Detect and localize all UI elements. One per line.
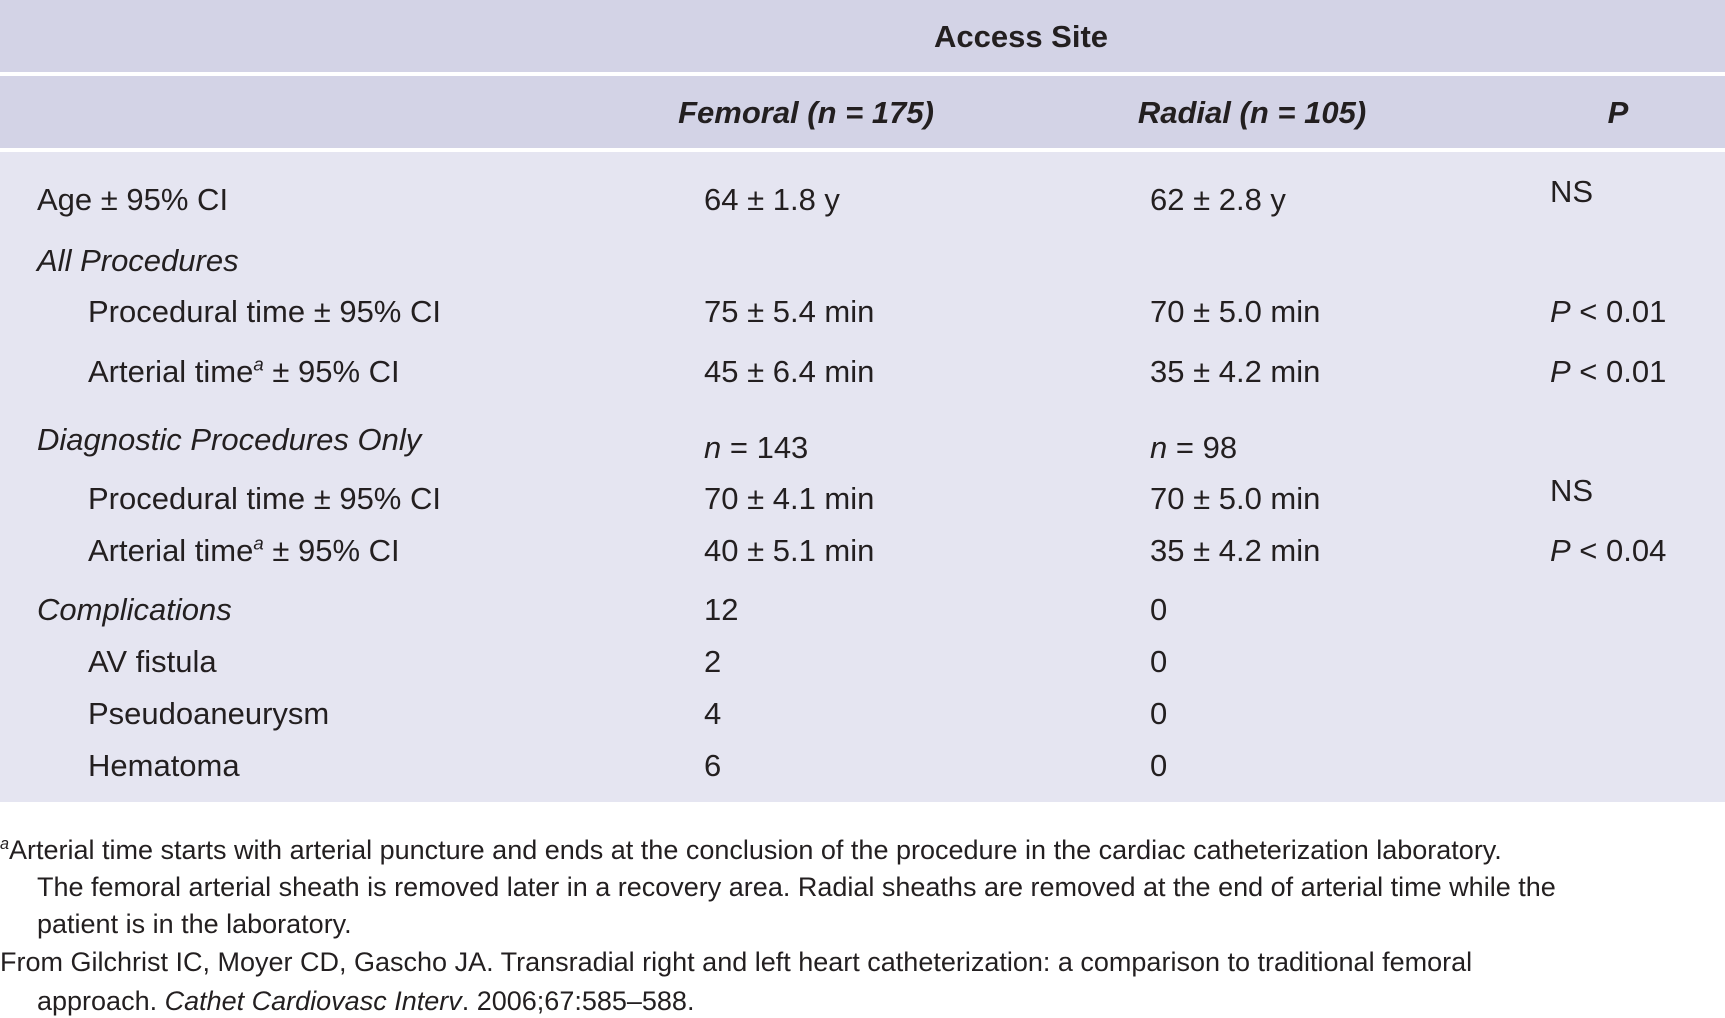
column-header-p: P	[1607, 95, 1629, 130]
cell-radial: 70 ± 5.0 min	[1150, 294, 1321, 329]
source-line-1: From Gilchrist IC, Moyer CD, Gascho JA. …	[0, 947, 1473, 977]
cell-radial: 0	[1150, 696, 1168, 731]
cell-femoral: 75 ± 5.4 min	[704, 294, 875, 329]
row-label: Age ± 95% CI	[37, 182, 229, 217]
cell-femoral: 4	[704, 696, 722, 731]
cell-radial: n = 98	[1150, 430, 1238, 465]
footnote-a-line-1: aArterial time starts with arterial punc…	[0, 834, 1502, 866]
row-label: Pseudoaneurysm	[88, 696, 330, 731]
cell-radial: 0	[1150, 592, 1168, 627]
row-label: Procedural time ± 95% CI	[88, 294, 441, 329]
cell-femoral: n = 143	[704, 430, 809, 465]
cell-femoral: 70 ± 4.1 min	[704, 481, 875, 516]
row-label: Procedural time ± 95% CI	[88, 481, 441, 516]
cell-femoral: 6	[704, 748, 722, 783]
cell-radial: 0	[1150, 644, 1168, 679]
source-line-2: approach. Cathet Cardiovasc Interv. 2006…	[37, 985, 694, 1017]
footnote-a-line-3: patient is in the laboratory.	[37, 909, 352, 939]
row-label: Hematoma	[88, 748, 240, 783]
row-label: Arterial timea ± 95% CI	[88, 532, 400, 568]
column-header-band	[0, 76, 1725, 148]
spanning-header-access-site: Access Site	[933, 19, 1109, 54]
cell-femoral: 12	[704, 592, 739, 627]
source-citation: . 2006;67:585–588.	[461, 986, 695, 1016]
row-label: Complications	[37, 592, 232, 627]
cell-radial: 70 ± 5.0 min	[1150, 481, 1321, 516]
cell-p: NS	[1550, 174, 1594, 209]
column-header-radial: Radial (n = 105)	[1137, 95, 1367, 130]
row-label: All Procedures	[37, 243, 239, 278]
cell-p: P < 0.01	[1550, 294, 1667, 329]
cell-radial: 35 ± 4.2 min	[1150, 533, 1321, 568]
footnote-a-line-2: The femoral arterial sheath is removed l…	[37, 872, 1556, 902]
spanning-header-band	[0, 0, 1725, 72]
source-text: approach.	[37, 986, 165, 1016]
cell-p: P < 0.01	[1550, 354, 1667, 389]
cell-femoral: 64 ± 1.8 y	[704, 182, 840, 217]
cell-radial: 0	[1150, 748, 1168, 783]
cell-femoral: 45 ± 6.4 min	[704, 354, 875, 389]
row-label: Diagnostic Procedures Only	[37, 422, 422, 457]
cell-radial: 35 ± 4.2 min	[1150, 354, 1321, 389]
cell-radial: 62 ± 2.8 y	[1150, 182, 1286, 217]
table-body	[0, 152, 1725, 802]
footnote-marker: a	[0, 835, 10, 853]
source-journal: Cathet Cardiovasc Interv	[164, 986, 462, 1016]
column-header-femoral: Femoral (n = 175)	[678, 95, 934, 130]
cell-p: NS	[1550, 473, 1594, 508]
cell-femoral: 40 ± 5.1 min	[704, 533, 875, 568]
footnote-text: Arterial time starts with arterial punct…	[9, 835, 1502, 865]
row-label: AV fistula	[88, 644, 217, 679]
cell-p: P < 0.04	[1550, 533, 1667, 568]
row-label: Arterial timea ± 95% CI	[88, 353, 400, 389]
cell-femoral: 2	[704, 644, 722, 679]
